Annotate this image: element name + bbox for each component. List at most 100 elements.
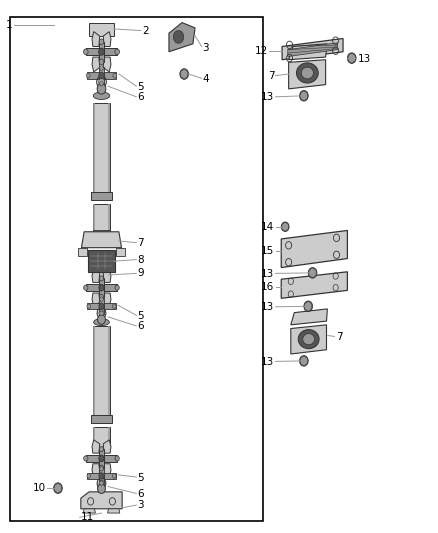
FancyBboxPatch shape xyxy=(93,230,110,236)
Circle shape xyxy=(99,276,104,281)
Ellipse shape xyxy=(93,92,110,100)
FancyBboxPatch shape xyxy=(92,192,112,200)
Polygon shape xyxy=(108,326,110,418)
Text: 5: 5 xyxy=(137,311,144,321)
Text: 6: 6 xyxy=(137,489,144,499)
Polygon shape xyxy=(169,22,195,52)
Circle shape xyxy=(100,297,103,301)
Polygon shape xyxy=(86,285,117,291)
Circle shape xyxy=(115,456,119,461)
Text: 6: 6 xyxy=(137,321,144,332)
Text: 9: 9 xyxy=(137,269,144,278)
Polygon shape xyxy=(103,269,111,282)
Circle shape xyxy=(300,356,308,366)
Circle shape xyxy=(99,48,104,55)
Text: 2: 2 xyxy=(142,26,148,36)
Circle shape xyxy=(100,311,103,316)
Circle shape xyxy=(53,483,62,494)
Polygon shape xyxy=(92,293,100,306)
Polygon shape xyxy=(99,278,104,297)
Polygon shape xyxy=(92,464,100,477)
Polygon shape xyxy=(281,230,347,268)
Polygon shape xyxy=(87,72,116,79)
Circle shape xyxy=(87,474,91,478)
Circle shape xyxy=(113,73,117,78)
Polygon shape xyxy=(93,204,95,232)
Polygon shape xyxy=(289,60,325,89)
Polygon shape xyxy=(81,492,122,509)
Text: 12: 12 xyxy=(254,46,268,56)
Circle shape xyxy=(99,480,104,487)
Circle shape xyxy=(115,285,119,290)
Polygon shape xyxy=(99,298,104,314)
Circle shape xyxy=(300,91,308,101)
Text: 6: 6 xyxy=(137,92,144,102)
Circle shape xyxy=(84,456,88,461)
Text: 3: 3 xyxy=(137,500,144,510)
Circle shape xyxy=(173,30,184,43)
Polygon shape xyxy=(108,426,110,448)
Polygon shape xyxy=(291,325,326,354)
Ellipse shape xyxy=(297,63,318,83)
Circle shape xyxy=(84,285,88,290)
Circle shape xyxy=(99,303,104,310)
Polygon shape xyxy=(99,42,104,62)
Circle shape xyxy=(99,455,104,462)
Text: 4: 4 xyxy=(202,74,209,84)
Polygon shape xyxy=(93,204,110,232)
Text: 5: 5 xyxy=(137,473,144,482)
Circle shape xyxy=(281,222,289,231)
Circle shape xyxy=(99,39,104,45)
Circle shape xyxy=(98,484,106,494)
Ellipse shape xyxy=(301,67,314,79)
Circle shape xyxy=(99,294,104,300)
Polygon shape xyxy=(282,38,343,60)
Circle shape xyxy=(99,447,104,452)
Polygon shape xyxy=(103,293,111,306)
Polygon shape xyxy=(99,449,104,468)
Polygon shape xyxy=(86,48,117,55)
Circle shape xyxy=(84,49,88,54)
Text: 7: 7 xyxy=(336,332,342,342)
Text: 13: 13 xyxy=(261,357,274,367)
Polygon shape xyxy=(281,272,347,298)
Circle shape xyxy=(99,66,103,70)
Text: 13: 13 xyxy=(357,54,371,63)
Circle shape xyxy=(87,304,91,309)
Polygon shape xyxy=(103,440,111,453)
Polygon shape xyxy=(92,269,100,282)
Polygon shape xyxy=(89,22,114,36)
Text: 13: 13 xyxy=(261,302,274,312)
Ellipse shape xyxy=(303,334,314,345)
Text: 10: 10 xyxy=(33,483,46,493)
FancyBboxPatch shape xyxy=(92,415,112,423)
Polygon shape xyxy=(87,473,116,479)
Polygon shape xyxy=(288,43,337,56)
FancyBboxPatch shape xyxy=(94,269,110,281)
Circle shape xyxy=(113,304,116,309)
Polygon shape xyxy=(87,303,116,310)
Circle shape xyxy=(304,301,313,312)
Polygon shape xyxy=(99,67,104,84)
Text: 7: 7 xyxy=(137,238,144,248)
Circle shape xyxy=(99,72,104,79)
Text: 3: 3 xyxy=(202,43,209,53)
Polygon shape xyxy=(92,31,100,46)
Circle shape xyxy=(99,310,104,317)
Circle shape xyxy=(100,481,103,486)
Polygon shape xyxy=(99,468,104,484)
Polygon shape xyxy=(291,309,327,325)
Circle shape xyxy=(347,53,356,63)
Text: 11: 11 xyxy=(81,512,94,522)
FancyBboxPatch shape xyxy=(88,250,115,272)
Circle shape xyxy=(99,473,104,479)
Circle shape xyxy=(308,268,317,278)
Polygon shape xyxy=(86,455,117,462)
Text: 16: 16 xyxy=(261,282,274,292)
Polygon shape xyxy=(93,326,110,418)
Ellipse shape xyxy=(94,319,110,326)
Polygon shape xyxy=(116,248,125,256)
Text: 15: 15 xyxy=(261,246,274,256)
Ellipse shape xyxy=(298,329,319,349)
Circle shape xyxy=(99,81,103,86)
